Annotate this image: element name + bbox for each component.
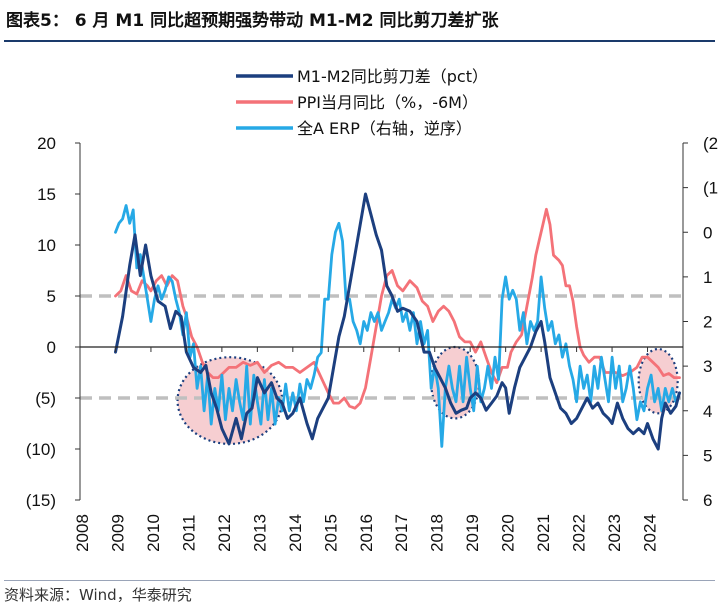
- left-axis-tick-label: (5): [35, 389, 56, 408]
- right-axis-tick-label: 1: [703, 268, 712, 287]
- x-axis-tick-label: 2024: [641, 514, 660, 552]
- x-axis-tick-label: 2023: [605, 514, 624, 552]
- series-lines: [114, 192, 681, 451]
- footer-rule: [4, 580, 715, 581]
- x-axis-tick-label: 2010: [144, 514, 163, 552]
- left-axis-tick-label: 0: [47, 338, 56, 357]
- x-axis-tick-label: 2013: [250, 514, 269, 552]
- series-line-erp: [114, 204, 681, 448]
- right-axis-tick-label: 3: [703, 357, 712, 376]
- legend-label-erp: 全A ERP（右轴，逆序）: [297, 119, 472, 138]
- right-axis-tick-label: 2: [703, 313, 712, 332]
- x-axis-tick-label: 2009: [108, 514, 127, 552]
- left-axis-tick-label: 5: [47, 287, 56, 306]
- left-axis-tick-label: 20: [37, 134, 56, 153]
- legend: M1-M2同比剪刀差（pct） PPI当月同比（%，-6M） 全A ERP（右轴，逆…: [236, 67, 488, 138]
- x-axis-tick-label: 2020: [499, 514, 518, 552]
- chart-title: 图表5： 6 月 M1 同比超预期强势带动 M1-M2 同比剪刀差扩张: [6, 11, 499, 31]
- right-axis-tick-label: 6: [703, 491, 712, 510]
- series-line-m1m2: [114, 192, 681, 451]
- right-axis-tick-label: 0: [703, 223, 712, 242]
- right-axis-tick-label: 5: [703, 446, 712, 465]
- left-axis-tick-label: (10): [26, 440, 56, 459]
- x-axis-tick-label: 2022: [570, 514, 589, 552]
- x-axis-tick-label: 2014: [286, 514, 305, 552]
- legend-label-m1m2: M1-M2同比剪刀差（pct）: [297, 67, 488, 86]
- legend-label-ppi: PPI当月同比（%，-6M）: [297, 93, 478, 112]
- x-axis-tick-label: 2008: [73, 514, 92, 552]
- x-axis-tick-label: 2011: [179, 515, 198, 552]
- x-axis-tick-label: 2012: [215, 514, 234, 552]
- source-note: 资料来源：Wind，华泰研究: [4, 586, 192, 604]
- x-axis-tick-label: 2016: [357, 514, 376, 552]
- x-axis-tick-label: 2015: [321, 514, 340, 552]
- right-axis-tick-label: (2: [703, 134, 718, 153]
- left-axis-tick-label: 15: [37, 185, 56, 204]
- x-axis-tick-label: 2019: [463, 514, 482, 552]
- left-axis-tick-label: (15): [26, 491, 56, 510]
- x-axis-tick-label: 2018: [428, 514, 447, 552]
- title-underline: [4, 40, 715, 42]
- x-axis-tick-label: 2021: [534, 514, 553, 552]
- left-axis-tick-label: 10: [37, 236, 56, 255]
- right-axis-tick-label: 4: [703, 402, 712, 421]
- right-axis-tick-label: (1: [703, 179, 718, 198]
- x-axis-tick-label: 2017: [392, 514, 411, 552]
